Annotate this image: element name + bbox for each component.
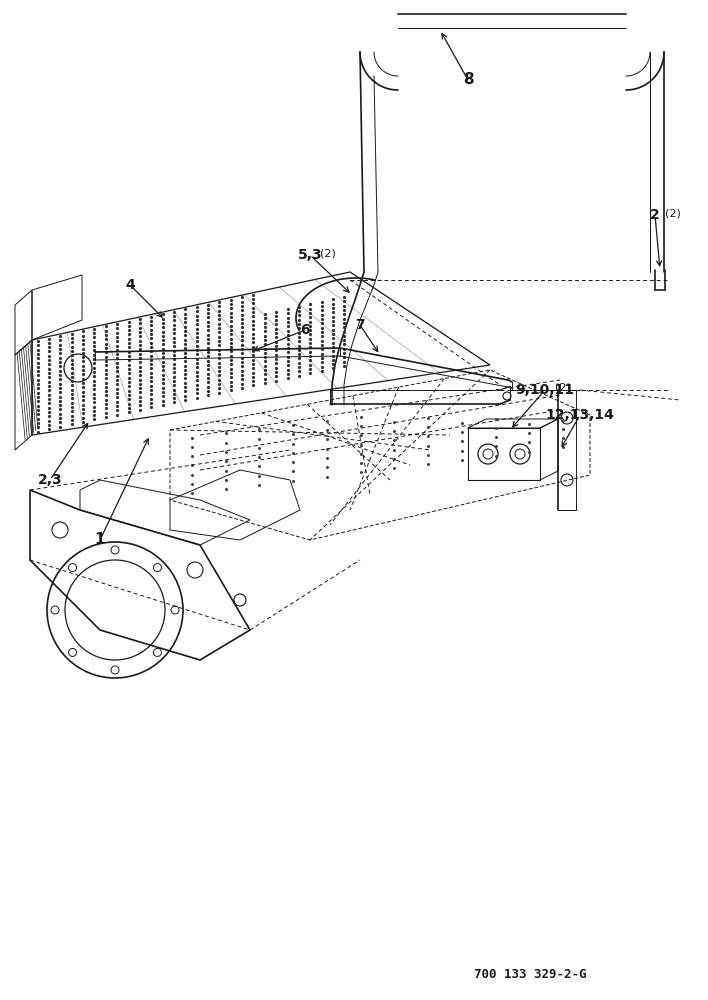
Text: 1: 1 bbox=[95, 532, 105, 548]
Text: 6: 6 bbox=[300, 323, 310, 337]
Text: 4: 4 bbox=[125, 278, 135, 292]
Text: 700 133 329-2-G: 700 133 329-2-G bbox=[474, 968, 586, 982]
Text: 8: 8 bbox=[463, 73, 474, 88]
Text: (2): (2) bbox=[320, 248, 336, 258]
Text: 2: 2 bbox=[650, 208, 660, 222]
Text: (2): (2) bbox=[665, 208, 681, 218]
Text: 9,10,11: 9,10,11 bbox=[515, 383, 574, 397]
Text: 2,3: 2,3 bbox=[38, 473, 62, 487]
Text: 5,3: 5,3 bbox=[297, 248, 322, 262]
Text: (2): (2) bbox=[555, 383, 571, 393]
Text: 7: 7 bbox=[355, 318, 365, 332]
Text: 12,13,14: 12,13,14 bbox=[546, 408, 615, 422]
